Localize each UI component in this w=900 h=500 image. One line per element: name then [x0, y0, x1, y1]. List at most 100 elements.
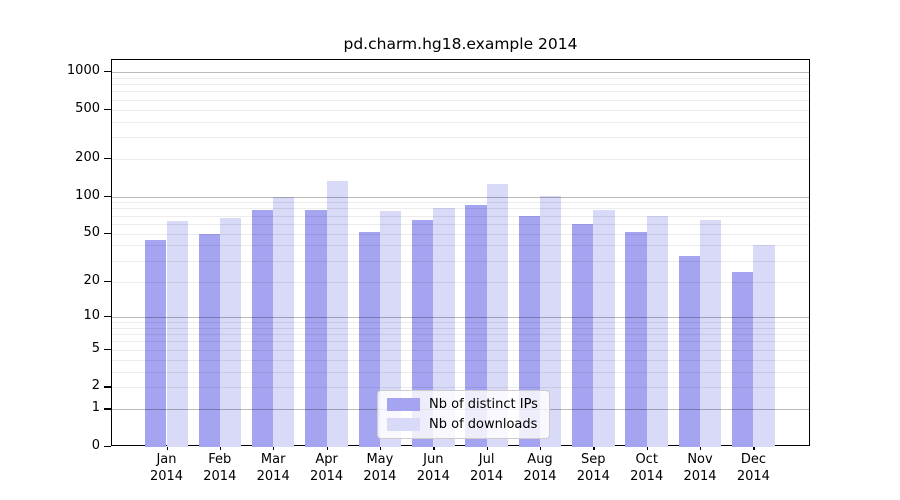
y-tick-mark: [104, 386, 111, 388]
y-tick-label: 20: [83, 272, 100, 288]
x-tick-label: Apr 2014: [295, 451, 359, 485]
bar-downloads-jan: [166, 221, 188, 447]
y-tick-mark: [104, 195, 111, 197]
x-tick-year: 2014: [256, 469, 290, 484]
chart-title: pd.charm.hg18.example 2014: [343, 35, 578, 53]
x-tick-month: Mar: [260, 452, 286, 467]
legend-swatch-downloads: [387, 418, 420, 431]
y-tick-mark: [104, 70, 111, 73]
bar-downloads-jun: [433, 208, 455, 447]
bar-distinct-ips-feb: [198, 233, 220, 447]
bar-distinct-ips-nov: [678, 255, 700, 447]
y-tick-label: 100: [75, 187, 100, 203]
bar-downloads-mar: [273, 196, 295, 447]
y-tick-label: 1: [91, 400, 100, 416]
y-tick-label: 1000: [66, 62, 100, 78]
x-tick-mark: [273, 446, 275, 450]
x-tick-label: Sep 2014: [561, 451, 625, 485]
bar-distinct-ips-sep: [572, 223, 594, 447]
x-tick-label: May 2014: [348, 451, 412, 485]
x-tick-mark: [433, 446, 435, 450]
x-tick-label: Dec 2014: [721, 451, 785, 485]
y-tick-mark: [104, 348, 111, 350]
y-tick-mark: [104, 446, 111, 448]
bar-distinct-ips-dec: [732, 272, 754, 447]
x-tick-year: 2014: [683, 469, 717, 484]
y-tick-mark: [104, 108, 111, 110]
x-tick-month: Oct: [635, 452, 658, 467]
x-tick-month: Dec: [740, 452, 766, 467]
x-tick-month: May: [366, 452, 394, 467]
bar-downloads-apr: [326, 180, 348, 447]
bar-distinct-ips-jul: [465, 205, 487, 447]
x-tick-label: Nov 2014: [668, 451, 732, 485]
x-tick-mark: [753, 446, 755, 450]
x-tick-label: Jan 2014: [135, 451, 199, 485]
y-tick-mark: [104, 158, 111, 160]
legend-swatch-distinct-ips: [387, 398, 420, 411]
x-tick-month: Apr: [315, 452, 338, 467]
x-tick-label: Aug 2014: [508, 451, 572, 485]
x-tick-mark: [593, 446, 595, 450]
x-tick-year: 2014: [363, 469, 397, 484]
y-tick-mark: [104, 232, 111, 234]
y-tick-mark: [104, 408, 111, 410]
x-tick-month: Nov: [687, 452, 713, 467]
plot-area: Nb of distinct IPs Nb of downloads: [111, 59, 810, 447]
x-tick-year: 2014: [203, 469, 237, 484]
x-tick-year: 2014: [416, 469, 450, 484]
x-tick-mark: [379, 446, 382, 450]
bars-layer: [112, 60, 809, 447]
y-tick-label: 0: [91, 438, 100, 453]
bar-distinct-ips-aug: [518, 215, 540, 447]
legend: Nb of distinct IPs Nb of downloads: [377, 390, 550, 439]
x-tick-label: Oct 2014: [615, 451, 679, 485]
x-tick-year: 2014: [523, 469, 557, 484]
x-tick-mark: [326, 446, 328, 450]
y-tick-label: 50: [83, 224, 100, 240]
bar-distinct-ips-jan: [145, 240, 167, 447]
legend-item-downloads: Nb of downloads: [387, 417, 538, 432]
y-tick-label: 2: [91, 378, 100, 394]
x-tick-mark: [646, 446, 648, 450]
y-tick-label: 10: [83, 307, 100, 323]
x-tick-year: 2014: [149, 469, 184, 484]
x-tick-year: 2014: [310, 469, 344, 484]
bar-downloads-jul: [486, 184, 508, 447]
legend-label-downloads: Nb of downloads: [429, 417, 538, 432]
x-tick-year: 2014: [630, 469, 664, 484]
bar-downloads-dec: [753, 245, 775, 447]
y-tick-mark: [104, 315, 111, 318]
bar-distinct-ips-apr: [305, 209, 327, 447]
x-tick-mark: [700, 446, 702, 450]
x-tick-month: Feb: [208, 452, 232, 467]
x-tick-label: Jul 2014: [455, 451, 519, 485]
y-tick-label: 200: [75, 150, 100, 166]
bar-downloads-feb: [219, 217, 242, 447]
bar-distinct-ips-may: [358, 231, 380, 447]
x-tick-label: Jun 2014: [401, 451, 465, 485]
x-tick-month: Jan: [156, 452, 177, 467]
bar-downloads-nov: [700, 220, 722, 447]
x-tick-month: Jun: [423, 452, 444, 467]
bar-downloads-sep: [593, 209, 615, 447]
bar-downloads-may: [379, 211, 402, 447]
x-tick-mark: [486, 446, 488, 450]
x-tick-year: 2014: [470, 469, 504, 484]
bar-downloads-aug: [539, 195, 562, 447]
x-tick-mark: [540, 446, 542, 450]
y-tick-label: 5: [91, 340, 100, 356]
x-tick-year: 2014: [576, 469, 610, 484]
x-tick-mark: [219, 446, 222, 450]
x-tick-mark: [166, 446, 168, 450]
y-tick-mark: [104, 280, 111, 282]
x-tick-label: Mar 2014: [241, 451, 305, 485]
y-tick-label: 500: [75, 100, 100, 116]
x-tick-year: 2014: [736, 469, 770, 484]
x-tick-month: Sep: [581, 452, 606, 467]
legend-item-distinct-ips: Nb of distinct IPs: [387, 397, 538, 412]
bar-distinct-ips-mar: [251, 209, 274, 447]
bar-distinct-ips-oct: [625, 231, 647, 447]
x-tick-month: Jul: [478, 452, 495, 467]
